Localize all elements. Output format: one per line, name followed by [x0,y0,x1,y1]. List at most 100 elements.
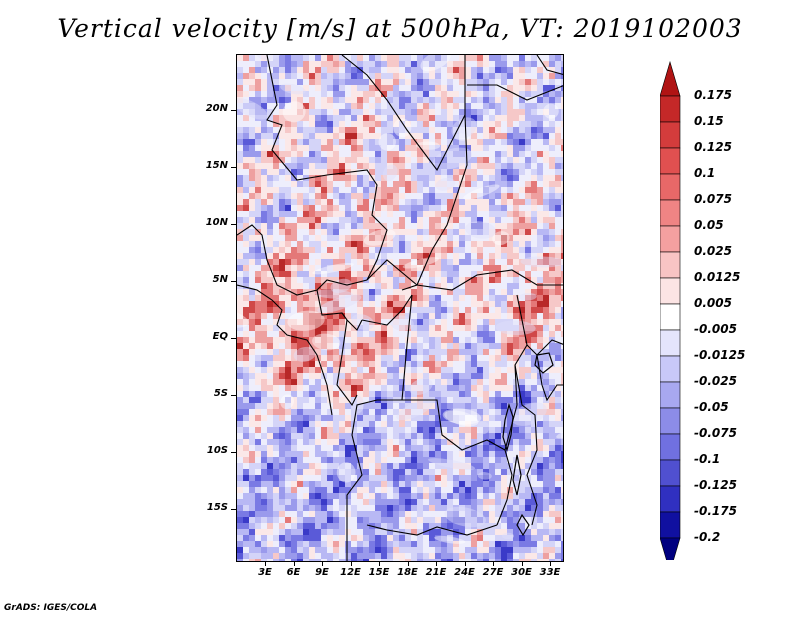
colorbar-bin [660,537,681,560]
field-texture [444,506,486,528]
lon-tick [265,562,266,566]
colorbar-bin [660,459,681,487]
colorbar-bin [660,329,681,357]
field-texture [512,402,547,426]
lon-tick [293,562,295,566]
field-texture [518,292,537,301]
lat-label: 5N [212,274,228,285]
lat-label: 10S [206,445,228,456]
field-texture [351,314,375,330]
field-texture [556,429,563,439]
lon-label: 15E [368,567,390,578]
lat-tick [231,452,236,453]
field-texture [402,257,440,269]
colorbar-label: 0.125 [694,140,732,154]
colorbar-bin [660,199,681,227]
field-texture [432,147,473,170]
field-texture [501,532,515,540]
colorbar-bin [660,355,681,383]
field-texture [287,310,325,331]
colorbar-bin [660,173,681,201]
lon-label: 6E [286,567,301,578]
field-texture [492,231,510,246]
lon-label: 12E [340,567,361,578]
colorbar-bin [660,251,681,279]
field-texture [396,399,434,421]
field-texture [543,103,559,119]
field-texture [389,315,414,331]
lat-label: 10N [205,217,228,228]
colorbar-bin [660,95,681,123]
lat-tick [231,110,236,111]
lon-tick [322,562,323,566]
lat-label: 5S [213,388,228,399]
colorbar-bin [660,511,681,539]
field-texture [428,458,476,470]
field-texture [451,117,477,139]
field-texture [382,164,398,182]
colorbar-label: 0.005 [694,296,732,310]
field-texture [476,421,490,435]
field-texture [520,256,563,268]
field-texture [280,83,306,95]
lake-outline [516,513,530,537]
colorbar-bin [660,485,681,513]
field-texture [280,394,295,410]
lat-tick [231,395,236,396]
colorbar-bin [660,277,681,305]
colorbar-bin [660,225,681,253]
field-texture [495,320,536,336]
field-texture [317,294,362,313]
lon-tick [521,562,523,566]
field-texture [378,133,396,151]
country-borders [237,55,563,561]
lon-tick [436,562,437,566]
colorbar-label: 0.05 [694,218,724,232]
lat-label: 20N [205,103,228,114]
map-panel [236,54,564,562]
colorbar-label: 0.175 [694,88,732,102]
field-texture [393,118,412,138]
colorbar-bin [660,121,681,149]
lon-tick [379,562,380,566]
colorbar-bin [660,303,681,331]
lon-label: 27E [482,567,504,578]
lat-tick [231,509,236,510]
field-texture [336,462,356,483]
lon-label: 18E [397,567,418,578]
lon-tick [550,562,551,566]
field-texture [255,55,283,61]
lat-tick [231,338,236,339]
lon-tick [407,562,409,566]
field-texture [415,141,441,150]
colorbar-bin [660,433,681,461]
field-texture [312,333,341,351]
field-texture [237,98,268,120]
colorbar-bin [660,147,681,175]
field-texture [237,308,249,328]
field-texture [434,535,466,544]
lon-label: 24E [454,567,475,578]
lon-label: 21E [425,567,447,578]
colorbar-label: -0.2 [694,530,721,544]
lon-label: 30E [511,567,532,578]
colorbar [660,60,681,560]
lat-label: EQ [212,331,228,342]
field-texture [312,262,354,275]
lon-label: 9E [315,567,329,578]
colorbar-label: -0.1 [694,452,721,466]
lat-tick [231,281,236,282]
footer-credit: GrADS: IGES/COLA [4,603,98,613]
lat-tick [231,224,236,225]
field-texture [420,55,451,72]
lon-label: 33E [539,567,561,578]
colorbar-bin [660,60,681,97]
lake-outline [502,402,514,453]
field-texture [435,177,456,191]
colorbar-label: 0.0125 [694,270,741,284]
colorbar-label: -0.005 [694,322,737,336]
colorbar-label: -0.0125 [694,348,746,362]
colorbar-label: 0.1 [694,166,716,180]
field-texture [409,378,433,395]
field-texture [363,229,396,246]
